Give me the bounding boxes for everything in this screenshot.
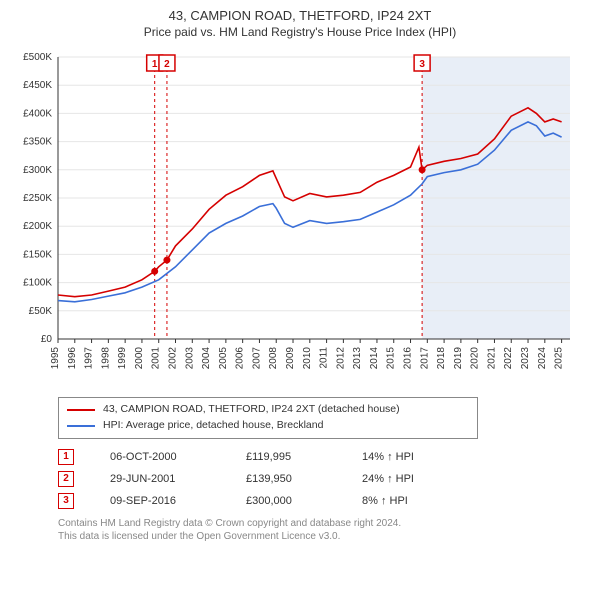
svg-text:2: 2 [164,59,170,70]
transaction-markers: 1 06-OCT-2000 £119,995 14% ↑ HPI 2 29-JUN-200… [58,449,590,509]
marker-pct: 14% ↑ HPI [362,451,452,463]
svg-text:2002: 2002 [168,347,179,370]
svg-text:1999: 1999 [117,347,128,370]
svg-text:2020: 2020 [470,347,481,370]
legend-label: 43, CAMPION ROAD, THETFORD, IP24 2XT (de… [103,402,400,418]
svg-text:2004: 2004 [201,347,212,370]
svg-text:2009: 2009 [285,347,296,370]
marker-number-box: 3 [58,493,74,509]
marker-number-box: 2 [58,471,74,487]
svg-text:£500K: £500K [23,52,52,63]
svg-text:2018: 2018 [436,347,447,370]
svg-text:£200K: £200K [23,221,52,232]
svg-text:£0: £0 [41,334,53,345]
svg-text:2007: 2007 [251,347,262,370]
svg-text:£50K: £50K [29,306,53,317]
legend-swatch [67,425,95,427]
line-chart-svg: £0 £50K £100K £150K £200K £250K £300K £350K £400… [10,49,580,389]
svg-text:£250K: £250K [23,193,52,204]
marker-row: 3 09-SEP-2016 £300,000 8% ↑ HPI [58,493,590,509]
svg-text:£150K: £150K [23,249,52,260]
footnote-line: This data is licensed under the Open Gov… [58,530,590,543]
svg-text:2023: 2023 [520,347,531,370]
footnote-line: Contains HM Land Registry data © Crown c… [58,517,590,530]
chart-subtitle: Price paid vs. HM Land Registry's House … [10,25,590,39]
svg-text:2024: 2024 [537,347,548,370]
svg-text:1997: 1997 [84,347,95,370]
svg-text:£350K: £350K [23,137,52,148]
svg-text:2021: 2021 [486,347,497,370]
svg-text:1998: 1998 [100,347,111,370]
marker-price: £139,950 [246,473,326,485]
legend-item: 43, CAMPION ROAD, THETFORD, IP24 2XT (de… [67,402,469,418]
marker-pct: 24% ↑ HPI [362,473,452,485]
marker-pct: 8% ↑ HPI [362,495,452,507]
marker-number-box: 1 [58,449,74,465]
footnote: Contains HM Land Registry data © Crown c… [58,517,590,543]
svg-text:2008: 2008 [268,347,279,370]
svg-text:2012: 2012 [335,347,346,370]
marker-row: 2 29-JUN-2001 £139,950 24% ↑ HPI [58,471,590,487]
chart-container: 43, CAMPION ROAD, THETFORD, IP24 2XT Pri… [0,0,600,590]
svg-text:2016: 2016 [403,347,414,370]
svg-text:£450K: £450K [23,80,52,91]
legend-label: HPI: Average price, detached house, Brec… [103,418,323,434]
legend-swatch [67,409,95,411]
marker-date: 09-SEP-2016 [110,495,210,507]
marker-row: 1 06-OCT-2000 £119,995 14% ↑ HPI [58,449,590,465]
chart-legend: 43, CAMPION ROAD, THETFORD, IP24 2XT (de… [58,397,478,439]
svg-text:1: 1 [152,59,158,70]
svg-text:2017: 2017 [419,347,430,370]
marker-price: £300,000 [246,495,326,507]
svg-text:2011: 2011 [319,347,330,369]
svg-text:1995: 1995 [50,347,61,370]
svg-text:2003: 2003 [184,347,195,370]
svg-text:2005: 2005 [218,347,229,370]
svg-text:2006: 2006 [235,347,246,370]
marker-price: £119,995 [246,451,326,463]
svg-text:3: 3 [419,59,425,70]
svg-text:2014: 2014 [369,347,380,370]
svg-text:£100K: £100K [23,278,52,289]
chart-area: £0 £50K £100K £150K £200K £250K £300K £350K £400… [10,49,580,389]
chart-title: 43, CAMPION ROAD, THETFORD, IP24 2XT [10,8,590,23]
svg-text:2015: 2015 [386,347,397,370]
marker-date: 06-OCT-2000 [110,451,210,463]
svg-text:2001: 2001 [151,347,162,370]
svg-text:1996: 1996 [67,347,78,370]
svg-text:2022: 2022 [503,347,514,370]
marker-date: 29-JUN-2001 [110,473,210,485]
legend-item: HPI: Average price, detached house, Brec… [67,418,469,434]
svg-text:2013: 2013 [352,347,363,370]
svg-text:£400K: £400K [23,108,52,119]
svg-text:2010: 2010 [302,347,313,370]
svg-text:£300K: £300K [23,165,52,176]
svg-text:2025: 2025 [554,347,565,370]
svg-text:2019: 2019 [453,347,464,370]
svg-text:2000: 2000 [134,347,145,370]
